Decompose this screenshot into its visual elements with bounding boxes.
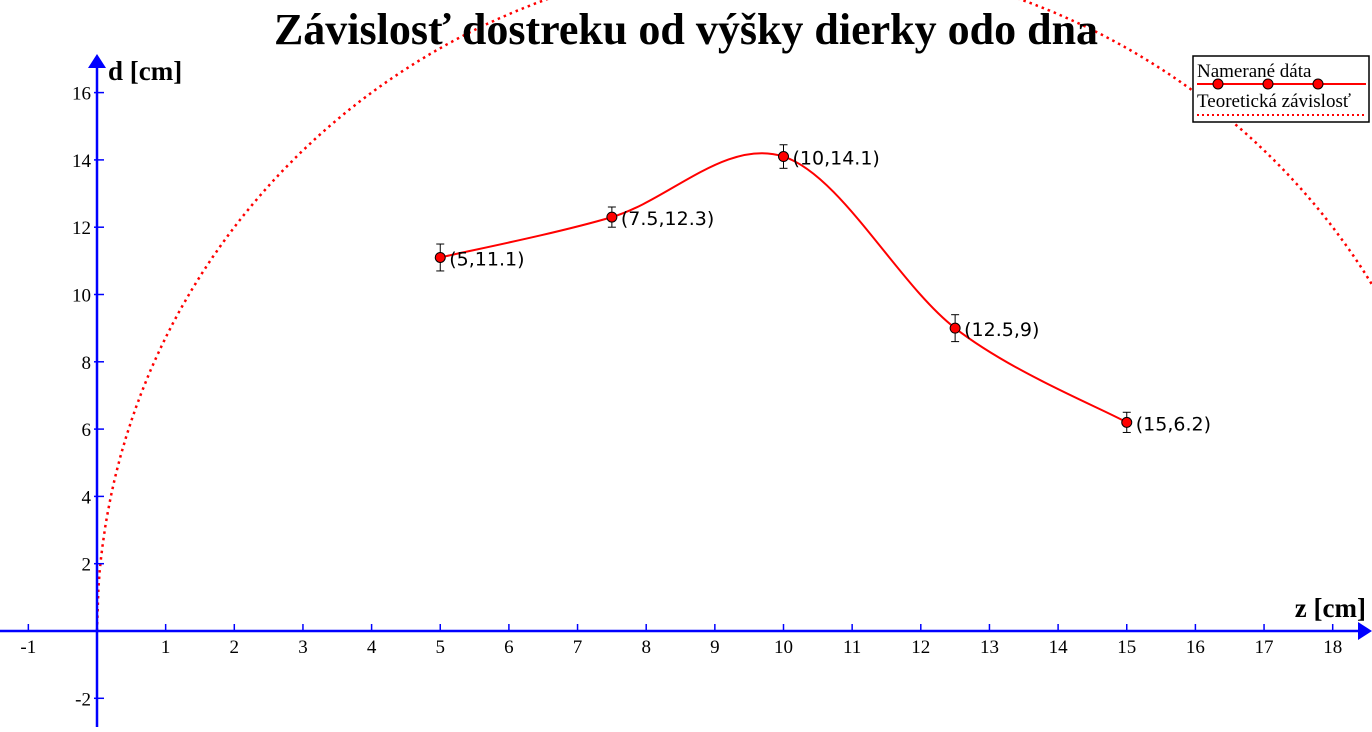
data-point-marker-icon [606, 211, 618, 223]
y-axis-label: d [cm] [108, 56, 182, 86]
legend-marker-icon [1312, 78, 1324, 90]
legend-box [1192, 55, 1370, 123]
x-tick-label: 10 [774, 637, 793, 658]
data-point-label: (7.5,12.3) [621, 208, 714, 230]
x-tick-label: 1 [161, 637, 171, 658]
y-axis-ticks: -2 2 4 6 8 10 12 14 16 [72, 84, 104, 710]
data-point-marker-icon [949, 322, 961, 334]
y-tick-label: 16 [72, 84, 91, 105]
legend: Namerané dáta Teoretická závislosť [1192, 55, 1370, 123]
measured-data-series: (5,11.1) (7.5,12.3) (10,14.1) (12.5,9) (15,6… [434, 144, 1211, 435]
x-tick-label: 11 [843, 637, 861, 658]
x-tick-label: 8 [641, 637, 651, 658]
y-tick-label: 10 [72, 286, 91, 307]
x-tick-label: 7 [573, 637, 583, 658]
data-point-label: (5,11.1) [449, 248, 524, 270]
x-tick-label: 12 [911, 637, 930, 658]
y-tick-label: 14 [72, 151, 92, 172]
measured-curve-line [440, 152, 1128, 424]
legend-label-theoretical: Teoretická závislosť [1197, 91, 1351, 112]
y-axis-arrow-icon [88, 54, 106, 68]
legend-marker-icon [1212, 78, 1224, 90]
data-point: (7.5,12.3) [606, 206, 714, 230]
chart-title: Závislosť dostreku od výšky dierky odo d… [274, 5, 1098, 54]
axes: -1 1 2 3 4 5 6 7 8 9 10 11 12 13 14 15 16 17 18 -224681012… [0, 54, 1372, 727]
x-tick-label: 6 [504, 637, 514, 658]
x-tick-label: 18 [1323, 637, 1342, 658]
y-tick-label: 4 [82, 487, 92, 508]
x-tick-label: 3 [298, 637, 308, 658]
theoretical-curve-line [95, 0, 1372, 632]
x-tick-label: 13 [980, 637, 999, 658]
data-point-label: (12.5,9) [964, 319, 1039, 341]
y-tick-label: -2 [75, 689, 91, 710]
x-tick-label: 15 [1117, 637, 1136, 658]
data-point-marker-icon [778, 151, 789, 163]
x-tick-label: 16 [1186, 637, 1205, 658]
y-tick-label: 12 [72, 218, 91, 239]
data-point-label: (15,6.2) [1136, 413, 1211, 435]
x-tick-label: 4 [367, 637, 377, 658]
data-point-marker-icon [1121, 416, 1133, 428]
data-point: (10,14.1) [778, 144, 880, 170]
legend-label-measured: Namerané dáta [1197, 61, 1312, 82]
x-tick-label: 9 [710, 637, 720, 658]
data-point-label: (10,14.1) [793, 148, 880, 170]
theoretical-curve [95, 0, 1372, 632]
x-tick-label: 17 [1255, 637, 1274, 658]
y-tick-label: 6 [82, 420, 92, 441]
y-tick-label: 8 [82, 353, 92, 374]
y-tick-label: 2 [82, 555, 92, 576]
x-axis-arrow-icon [1358, 622, 1372, 640]
x-axis-label: z [cm] [1295, 593, 1366, 623]
x-tick-label: -1 [20, 637, 36, 658]
data-point: (12.5,9) [949, 314, 1039, 343]
data-point-marker-icon [434, 251, 446, 263]
x-axis-ticks: -1 1 2 3 4 5 6 7 8 9 10 11 12 13 14 15 16 17 18 [20, 624, 1342, 658]
legend-marker-icon [1262, 78, 1274, 90]
data-point: (5,11.1) [434, 243, 525, 272]
data-point: (15,6.2) [1121, 411, 1211, 435]
x-tick-label: 5 [436, 637, 446, 658]
x-tick-label: 14 [1049, 637, 1069, 658]
x-tick-label: 2 [230, 637, 240, 658]
